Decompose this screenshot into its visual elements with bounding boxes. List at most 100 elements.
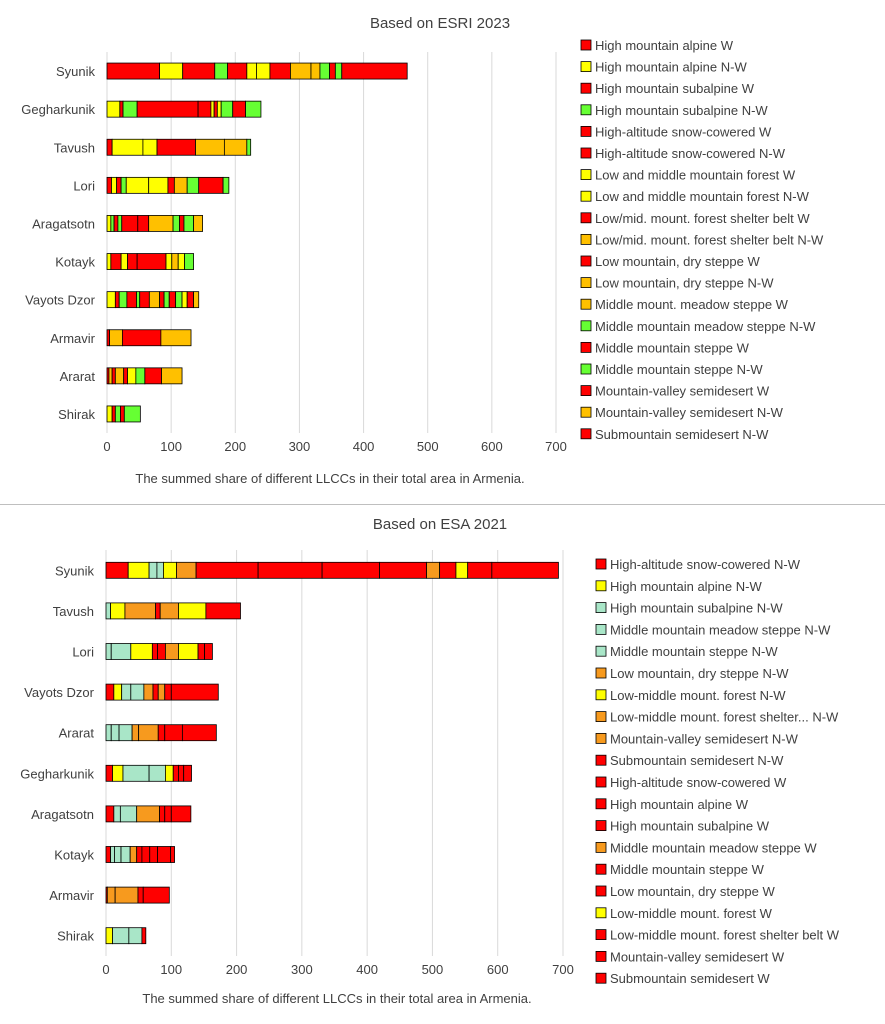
bar-segment bbox=[148, 764, 166, 782]
bar-segment bbox=[148, 176, 169, 194]
legend-label: Submountain semidesert N-W bbox=[595, 427, 769, 442]
legend-swatch bbox=[580, 406, 592, 418]
legend-swatch bbox=[580, 298, 592, 310]
bar-segment bbox=[114, 405, 121, 423]
x-tick-label: 100 bbox=[160, 439, 182, 454]
bar-segment bbox=[171, 253, 179, 270]
category-label: Shirak bbox=[57, 929, 94, 944]
bar-segment bbox=[222, 176, 230, 194]
legend-swatch bbox=[580, 212, 592, 224]
bar-segment bbox=[269, 62, 291, 80]
bar-segment bbox=[157, 643, 166, 660]
chart-esri-2023: Based on ESRI 2023 The summed share of d… bbox=[0, 0, 885, 505]
bar-segment bbox=[108, 367, 113, 385]
bar-segment bbox=[112, 927, 130, 945]
bar-segment bbox=[106, 886, 116, 904]
legend-swatch bbox=[580, 233, 592, 245]
bar-segment bbox=[160, 329, 192, 347]
legend-swatch bbox=[595, 798, 607, 810]
bar-segment bbox=[119, 805, 138, 823]
legend-label: High mountain subalpine N-W bbox=[595, 103, 768, 118]
legend-swatch bbox=[580, 61, 592, 72]
legend-swatch bbox=[580, 277, 592, 289]
category-label: Ararat bbox=[59, 726, 95, 741]
chart-esri-2023-svg: Based on ESRI 2023 The summed share of d… bbox=[21, 15, 824, 486]
legend-label: Middle mountain steppe W bbox=[595, 340, 750, 355]
bar-segment bbox=[183, 764, 192, 782]
bar-segment bbox=[143, 683, 154, 701]
legend-label: High mountain alpine N-W bbox=[595, 60, 747, 75]
bar-segment bbox=[182, 62, 216, 80]
legend-swatch bbox=[595, 667, 607, 679]
bar-segment bbox=[178, 764, 185, 782]
legend-label: Middle mountain meadow steppe N-W bbox=[595, 319, 816, 334]
bar-segment bbox=[136, 253, 167, 270]
legend-label: Mountain-valley semidesert N-W bbox=[610, 731, 799, 746]
legend-label: High mountain subalpine W bbox=[610, 819, 770, 834]
bar-segment bbox=[170, 846, 175, 863]
bar-segment bbox=[216, 100, 222, 118]
x-tick-label: 600 bbox=[481, 439, 503, 454]
bar-segment bbox=[155, 602, 161, 620]
category-labels: Syunik Tavush Lori Vayots Dzor Ararat Geghark… bbox=[20, 563, 94, 943]
x-tick-label: 0 bbox=[102, 962, 109, 977]
legend-label: High mountain alpine W bbox=[595, 38, 734, 53]
bar-segment bbox=[181, 724, 217, 742]
bar-segment bbox=[159, 602, 179, 620]
bar-segment bbox=[165, 764, 174, 782]
legend-swatch bbox=[580, 428, 592, 440]
bar-segment bbox=[121, 683, 132, 701]
bar-segment bbox=[197, 643, 205, 660]
bar-segment bbox=[114, 291, 120, 309]
bar-segment bbox=[257, 561, 323, 579]
legend-label: High-altitude snow-cowered N-W bbox=[595, 146, 786, 161]
bar-segment bbox=[193, 215, 203, 232]
chart-esa-2021-svg: Based on ESA 2021 The summed share of di… bbox=[20, 516, 840, 1006]
bar-segment bbox=[129, 846, 138, 863]
legend-label: Middle mountain steppe W bbox=[610, 862, 765, 877]
bar-segment bbox=[136, 291, 141, 309]
bar-segment bbox=[157, 846, 172, 863]
bar-segment bbox=[113, 683, 123, 701]
legend-label: Low mountain, dry steppe W bbox=[595, 254, 760, 269]
legend-label: Low and middle mountain forest N-W bbox=[595, 189, 810, 204]
bar-segment bbox=[310, 62, 321, 80]
legend-swatch bbox=[580, 190, 592, 202]
bar-segment bbox=[126, 291, 137, 309]
category-label: Armavir bbox=[50, 331, 95, 346]
bar-segment bbox=[120, 405, 125, 423]
legend-swatch bbox=[595, 929, 607, 941]
bar-segment bbox=[148, 291, 160, 309]
category-label: Tavush bbox=[54, 140, 95, 155]
bar-segment bbox=[118, 291, 128, 309]
bar-segment bbox=[136, 805, 160, 823]
x-axis-label: The summed share of different LLCCs in t… bbox=[135, 471, 524, 486]
bar-segment bbox=[227, 62, 248, 80]
bar-segment bbox=[178, 643, 199, 660]
bar-segment bbox=[246, 62, 257, 80]
bar-segment bbox=[105, 683, 115, 701]
bar-segment bbox=[105, 764, 113, 782]
legend-label: Middle mountain meadow steppe W bbox=[610, 840, 817, 855]
bar-segment bbox=[142, 886, 170, 904]
bar-segment bbox=[159, 62, 184, 80]
legend-label: Middle mountain steppe N-W bbox=[610, 644, 778, 659]
legend-swatch bbox=[595, 580, 607, 592]
bar-segment bbox=[426, 561, 441, 579]
bar-segment bbox=[105, 602, 111, 620]
legend-label: Submountain semidesert N-W bbox=[610, 753, 784, 768]
bar-segment bbox=[220, 100, 234, 118]
bar-segment bbox=[159, 805, 166, 823]
legend-label: Middle mountain meadow steppe N-W bbox=[610, 622, 831, 637]
bar-segment bbox=[127, 561, 150, 579]
bar-segment bbox=[137, 886, 144, 904]
x-tick-label: 500 bbox=[422, 962, 444, 977]
bars bbox=[105, 561, 559, 945]
legend: High-altitude snow-cowered N-W High mount… bbox=[595, 557, 840, 986]
category-label: Lori bbox=[73, 178, 95, 193]
bar-segment bbox=[105, 643, 112, 660]
legend-label: High mountain alpine W bbox=[610, 797, 749, 812]
bar-segment bbox=[105, 846, 111, 863]
legend-label: Middle mount. meadow steppe W bbox=[595, 297, 789, 312]
bar-segment bbox=[341, 62, 408, 80]
